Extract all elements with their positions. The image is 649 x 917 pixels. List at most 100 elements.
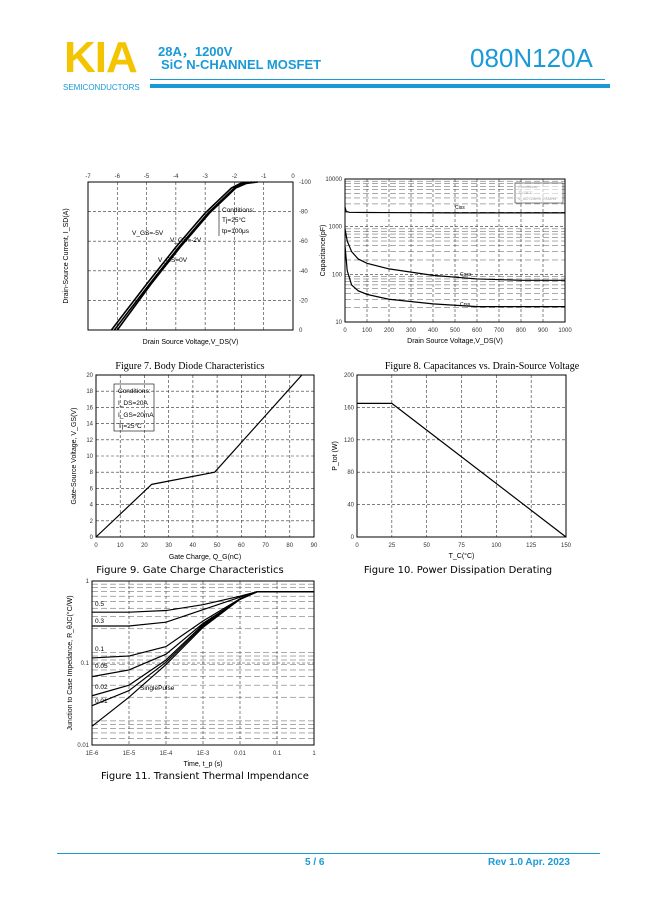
y-tick-label: 4 <box>90 503 94 509</box>
y-tick-label: 10000 <box>325 177 342 183</box>
annotation-text: I_GS=20mA <box>118 412 154 419</box>
annotation-text: 0.05 <box>95 663 108 670</box>
x-tick-label: -4 <box>173 174 179 180</box>
annotation-text: Conditions: <box>222 207 255 214</box>
series-label: Coss <box>460 272 472 278</box>
x-tick-label: 1E-6 <box>86 751 99 757</box>
x-axis-label: Gate Charge, Q_G(nC) <box>169 554 241 561</box>
x-axis-label: T_C(°C) <box>449 552 475 560</box>
y-tick-label: -20 <box>299 298 308 304</box>
series-line-p-tot <box>357 402 567 538</box>
x-tick-label: 1E-5 <box>123 751 136 757</box>
y-tick-label: 200 <box>344 373 355 379</box>
x-tick-label: 0 <box>94 543 98 549</box>
y-tick-label: 16 <box>86 405 93 411</box>
annotation-text: tp=100μs <box>222 228 250 235</box>
y-tick-label: 18 <box>86 389 93 395</box>
legend-box <box>514 182 564 204</box>
plot-frame <box>356 374 567 538</box>
series-line-v-gs-0v <box>116 181 258 331</box>
figure-caption: Figure 11. Transient Thermal Impendance <box>101 771 309 782</box>
y-tick-label: -80 <box>299 210 308 216</box>
x-tick-label: -1 <box>261 174 267 180</box>
x-tick-label: 1000 <box>558 328 572 334</box>
annotation-text: V_GS=0V <box>158 257 188 264</box>
y-tick-label: 2 <box>90 519 94 525</box>
x-tick-label: 125 <box>526 543 537 549</box>
x-tick-label: 70 <box>262 543 269 549</box>
x-tick-label: 1E-4 <box>160 751 173 757</box>
series-line-ciss <box>344 206 565 214</box>
y-tick-label: 6 <box>90 486 94 492</box>
y-axis-label: Gate-Source Voltage, V_GS(V) <box>71 408 78 505</box>
y-tick-label: -60 <box>299 239 308 245</box>
series-line-singlepulse <box>91 590 314 727</box>
y-tick-label: 0 <box>351 535 355 541</box>
x-tick-label: 0 <box>291 174 295 180</box>
x-tick-label: -2 <box>232 174 238 180</box>
x-tick-label: 600 <box>472 328 483 334</box>
series-line-coss <box>344 228 565 281</box>
page-number: 5 / 6 <box>305 857 325 868</box>
x-tick-label: 60 <box>238 543 245 549</box>
annotation-text: 0.5 <box>95 601 104 608</box>
x-tick-label: 10 <box>117 543 124 549</box>
x-tick-label: 0 <box>343 328 347 334</box>
y-tick-label: 80 <box>347 470 354 476</box>
x-tick-label: 700 <box>494 328 505 334</box>
x-tick-label: 1E-3 <box>197 751 210 757</box>
y-tick-label: 8 <box>90 470 94 476</box>
series-line-v-gs <box>95 374 303 538</box>
x-axis-label: Drain Source Voltage,V_DS(V) <box>143 339 239 346</box>
y-tick-label: 0.01 <box>77 743 89 749</box>
y-tick-label: 0 <box>90 535 94 541</box>
logo-subtitle: SEMICONDUCTORS <box>63 83 140 92</box>
x-tick-label: 25 <box>388 543 395 549</box>
x-axis-label: Time, t_p (s) <box>183 761 222 768</box>
y-axis-label: P_tot (W) <box>332 441 339 471</box>
x-tick-label: 200 <box>384 328 395 334</box>
y-tick-label: -100 <box>299 180 312 186</box>
spec-rating: 28A，1200V <box>158 44 233 59</box>
x-tick-label: 300 <box>406 328 417 334</box>
x-tick-label: 100 <box>362 328 373 334</box>
y-tick-label: 20 <box>86 373 93 379</box>
kia-logo: KIA <box>64 33 138 82</box>
annotation-text: Conditions: <box>118 388 151 395</box>
x-tick-label: -7 <box>85 174 91 180</box>
x-tick-label: 50 <box>423 543 430 549</box>
y-tick-label: 160 <box>344 405 355 411</box>
y-tick-label: -40 <box>299 269 308 275</box>
figure-caption: Figure 7. Body Diode Characteristics <box>115 361 264 372</box>
x-tick-label: 0.1 <box>273 751 282 757</box>
revision-date: Rev 1.0 Apr. 2023 <box>488 857 570 868</box>
x-tick-label: 90 <box>311 543 318 549</box>
figure-caption: Figure 8. Capacitances vs. Drain-Source … <box>385 361 580 372</box>
x-tick-label: 80 <box>286 543 293 549</box>
x-tick-label: -5 <box>144 174 150 180</box>
annotation-text: 0.3 <box>95 618 104 625</box>
conditions-box <box>113 383 155 432</box>
annotation-text: Tj=25°C <box>222 216 246 224</box>
x-tick-label: 800 <box>516 328 527 334</box>
annotation-text: 0.01 <box>95 698 108 705</box>
x-tick-label: 40 <box>190 543 197 549</box>
series-label: Crss <box>460 302 471 308</box>
y-axis-label: Drain-Source Current, I_SD(A) <box>63 208 70 303</box>
x-tick-label: 0 <box>355 543 359 549</box>
figure-caption: Figure 9. Gate Charge Characteristics <box>96 565 283 576</box>
part-number: 080N120A <box>470 43 593 73</box>
x-tick-label: -6 <box>115 174 121 180</box>
x-tick-label: -3 <box>202 174 208 180</box>
plot-frame <box>91 580 315 746</box>
device-type: SiC N-CHANNEL MOSFET <box>161 57 322 72</box>
y-tick-label: 100 <box>332 272 343 278</box>
annotation-text: V_GS=-2V <box>170 237 202 244</box>
plot-frame <box>87 181 294 331</box>
annotation-text: SinglePulse <box>140 685 175 692</box>
y-axis-label: Junction to Case Impedance, R_θJC(°C/W) <box>66 595 74 730</box>
annotation-text: 0.1 <box>95 646 104 653</box>
y-tick-label: 1000 <box>329 225 343 231</box>
y-tick-label: 12 <box>86 438 93 444</box>
